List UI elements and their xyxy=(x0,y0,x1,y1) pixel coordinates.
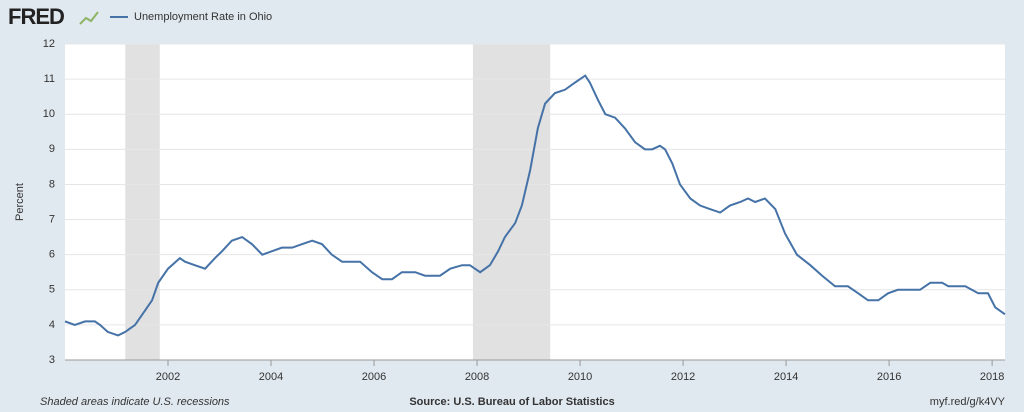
y-tick-label: 7 xyxy=(49,213,55,225)
y-tick-label: 10 xyxy=(43,108,55,120)
y-tick-label: 5 xyxy=(49,284,55,296)
logo: FRED xyxy=(8,4,64,29)
y-tick-label: 3 xyxy=(49,354,55,366)
x-tick-label: 2010 xyxy=(568,371,592,383)
x-tick-label: 2012 xyxy=(671,371,695,383)
x-tick-label: 2016 xyxy=(877,371,901,383)
recession-band xyxy=(125,44,160,360)
y-tick-label: 6 xyxy=(49,249,55,261)
y-tick-label: 4 xyxy=(49,319,55,331)
x-tick-label: 2014 xyxy=(774,371,798,383)
data-line xyxy=(64,74,1006,337)
x-tick-label: 2006 xyxy=(362,371,386,383)
legend-label: Unemployment Rate in Ohio xyxy=(134,11,272,23)
x-tick-label: 2004 xyxy=(259,371,283,383)
x-tick-label: 2002 xyxy=(156,371,180,383)
y-tick-label: 8 xyxy=(49,178,55,190)
x-tick-label: 2008 xyxy=(465,371,489,383)
recession-band xyxy=(472,44,551,360)
logo-icon xyxy=(79,11,99,25)
y-tick-label: 11 xyxy=(44,73,55,85)
note: Shaded areas indicate U.S. recessions xyxy=(40,396,230,408)
source: Source: U.S. Bureau of Labor Statistics xyxy=(409,396,614,408)
y-axis-label: Percent xyxy=(14,183,26,221)
y-tick-label: 12 xyxy=(43,38,55,50)
x-tick-label: 2018 xyxy=(980,371,1004,383)
y-tick-label: 9 xyxy=(49,143,55,155)
short-url: myf.red/g/k4VY xyxy=(930,396,1006,408)
